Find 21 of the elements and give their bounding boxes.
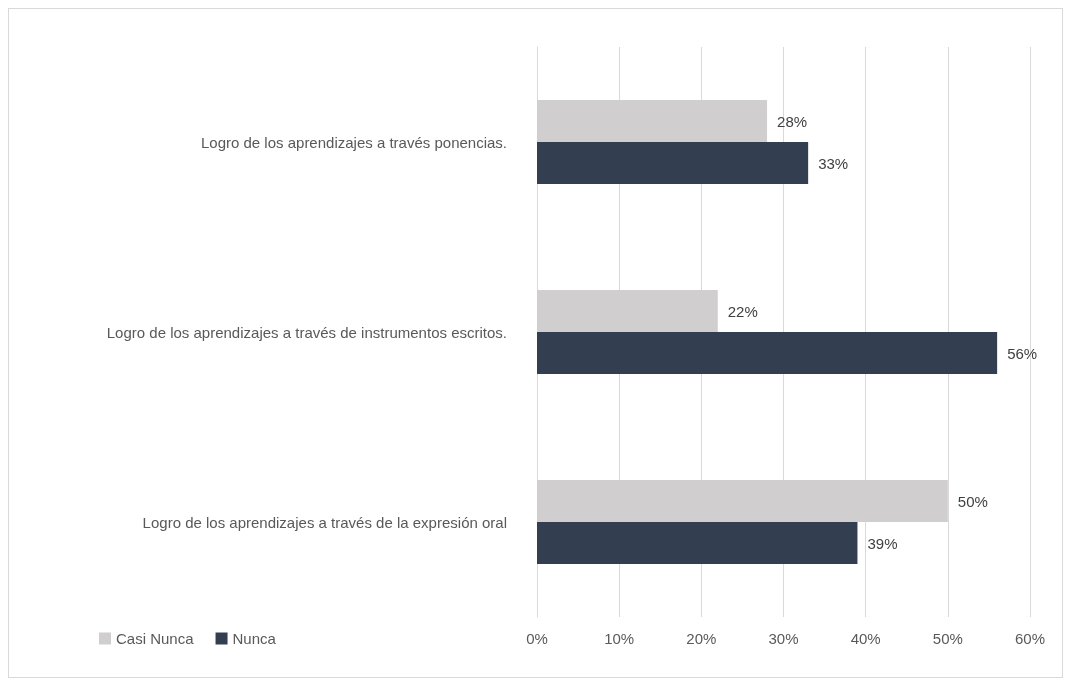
bar	[537, 522, 858, 564]
legend-label: Casi Nunca	[116, 630, 195, 647]
x-tick-label: 50%	[932, 630, 963, 647]
data-label: 50%	[957, 492, 988, 510]
y-tick-label: Logro de los aprendizajes a través ponencias.	[200, 133, 507, 151]
y-tick-label: Logro de los aprendizajes a través de la expresión oral	[142, 513, 507, 531]
x-tick-label: 20%	[686, 630, 717, 647]
x-tick-label: 10%	[604, 630, 635, 647]
x-tick-label: 0%	[526, 630, 548, 647]
x-tick-label: 40%	[850, 630, 881, 647]
data-label: 33%	[818, 154, 849, 172]
legend-label: Nunca	[232, 630, 277, 647]
y-tick-label: Logro de los aprendizajes a través de instrumentos escritos.	[106, 323, 507, 341]
data-label: 39%	[867, 534, 898, 552]
data-label: 22%	[727, 302, 758, 320]
x-tick-label: 60%	[1014, 630, 1046, 647]
bar	[537, 142, 809, 184]
data-label: 56%	[1007, 344, 1038, 362]
data-label: 28%	[777, 112, 808, 130]
x-tick-label: 30%	[768, 630, 799, 647]
bar	[537, 332, 998, 374]
